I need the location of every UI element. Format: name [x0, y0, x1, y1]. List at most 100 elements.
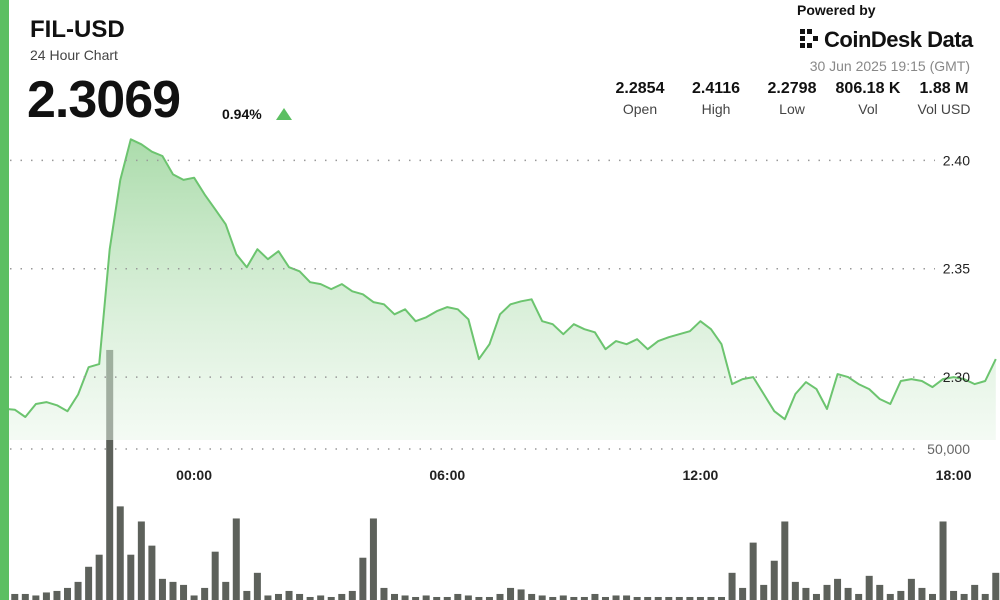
volume-bar — [222, 581, 230, 600]
stat: 2.2798 Low — [752, 80, 832, 117]
volume-bar — [570, 596, 578, 600]
up-arrow — [276, 108, 292, 120]
volume-bar — [760, 584, 768, 600]
volume-bar — [306, 596, 314, 600]
price: 2.3069 — [27, 71, 181, 129]
volume-bar — [707, 596, 715, 600]
volume-bar — [412, 596, 420, 600]
change: 0.94% — [222, 106, 262, 122]
volume-bar — [232, 518, 240, 600]
volume-bar — [338, 593, 346, 600]
subtitle: 24 Hour Chart — [30, 47, 118, 63]
volume-bar — [42, 592, 50, 600]
volume-bar — [549, 596, 557, 600]
stat-value: 2.2854 — [615, 80, 665, 97]
volume-bar — [253, 572, 261, 600]
volume-bar — [391, 593, 399, 600]
volume-bar — [802, 587, 810, 600]
volume-bar — [32, 595, 40, 600]
symbol: FIL-USD — [30, 16, 125, 43]
volume-bar — [992, 572, 1000, 600]
volume-bar — [190, 595, 198, 600]
stat: 2.4116 High — [676, 80, 756, 117]
volume-bar — [95, 554, 103, 600]
volume-bar — [696, 596, 704, 600]
stat-value: 806.18 K — [835, 80, 901, 97]
volume-bar — [359, 557, 367, 600]
volume-bar — [918, 587, 926, 600]
stat-value: 2.2798 — [767, 80, 817, 97]
stat-value: 1.88 M — [919, 80, 969, 97]
y2-tick-label: 50,000 — [927, 441, 970, 457]
volume-bar — [496, 593, 504, 600]
x-tick-label: 00:00 — [176, 467, 212, 483]
volume-bar — [675, 596, 683, 600]
volume-bar — [612, 595, 620, 600]
x-tick-label: 12:00 — [683, 467, 719, 483]
volume-bar — [85, 566, 93, 600]
y-tick-label: 2.35 — [943, 261, 970, 277]
volume-bar — [876, 584, 884, 600]
volume-bar — [971, 584, 979, 600]
powered-by: Powered by — [797, 2, 876, 18]
volume-bar — [633, 596, 641, 600]
volume-bar — [623, 595, 631, 600]
brand: CoinDesk Data — [824, 27, 973, 52]
stat-label: Open — [622, 101, 658, 117]
volume-bar — [169, 581, 177, 600]
volume-bar — [739, 587, 747, 600]
volume-bar — [74, 581, 82, 600]
volume-bar — [243, 590, 251, 600]
volume-bar — [211, 551, 219, 600]
volume-bar — [601, 596, 609, 600]
volume-bar — [21, 593, 29, 600]
volume-bar — [137, 521, 145, 600]
brand-logo — [800, 29, 818, 48]
price-line — [4, 138, 997, 421]
volume-bar — [897, 590, 905, 600]
volume-bar — [454, 593, 462, 600]
volume-bar — [433, 596, 441, 600]
volume-bar — [11, 593, 19, 600]
volume-bar — [327, 596, 335, 600]
stat-label: Low — [779, 101, 805, 117]
volume-bar — [443, 596, 451, 600]
volume-bar — [812, 593, 820, 600]
volume-bar — [53, 590, 61, 600]
volume-bar — [865, 575, 873, 600]
volume-bar — [728, 572, 736, 600]
volume-bar — [928, 593, 936, 600]
stat-label: Vol USD — [917, 101, 971, 117]
volume-bar — [116, 506, 124, 600]
volume-bar — [475, 596, 483, 600]
volume-bar — [127, 554, 135, 600]
volume-bar — [855, 593, 863, 600]
volume-bar — [950, 590, 958, 600]
volume-bar — [264, 595, 272, 600]
volume-bar — [507, 587, 515, 600]
volume-bar — [823, 584, 831, 600]
volume-bar — [559, 595, 567, 600]
volume-bar — [274, 593, 282, 600]
volume-bar — [158, 578, 166, 600]
volume-bar — [422, 595, 430, 600]
stat-value: 2.4116 — [691, 80, 741, 97]
volume-bar — [64, 587, 72, 600]
price-area — [4, 139, 996, 441]
volume-bar — [907, 578, 915, 600]
volume-bar — [580, 596, 588, 600]
volume-bar — [665, 596, 673, 600]
stat-label: High — [701, 101, 731, 117]
volume-bar — [296, 593, 304, 600]
volume-bar — [180, 584, 188, 600]
x-tick-label: 18:00 — [936, 467, 972, 483]
volume-bar — [686, 596, 694, 600]
volume-bar — [464, 595, 472, 600]
volume-bar — [770, 560, 778, 600]
volume-bar — [401, 595, 409, 600]
volume-bar — [644, 596, 652, 600]
stat: 806.18 K Vol — [828, 80, 908, 117]
volume-bar — [380, 587, 388, 600]
volume-bar — [844, 587, 852, 600]
